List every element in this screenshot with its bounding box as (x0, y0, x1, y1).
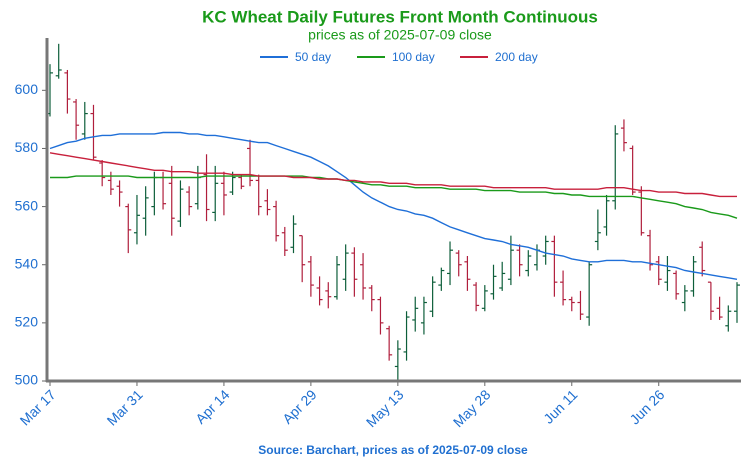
chart-title: KC Wheat Daily Futures Front Month Conti… (202, 7, 598, 26)
source-note: Source: Barchart, prices as of 2025-07-0… (258, 443, 528, 457)
x-tick-label: Jun 26 (626, 386, 667, 427)
x-tick-label: Mar 31 (104, 386, 146, 428)
legend-label: 200 day (495, 50, 538, 64)
y-tick-label: 540 (15, 255, 39, 271)
y-tick-label: 580 (15, 139, 39, 155)
x-tick-label: May 28 (450, 386, 494, 430)
x-tick-label: Apr 14 (192, 386, 233, 427)
ma-line (50, 175, 738, 219)
y-tick-label: 560 (15, 197, 39, 213)
x-tick-label: May 13 (363, 386, 407, 430)
chart-subtitle: prices as of 2025-07-09 close (308, 27, 492, 43)
x-tick-label: Jun 11 (540, 386, 580, 426)
ma-line (49, 131, 738, 280)
y-tick-label: 600 (15, 81, 39, 97)
y-tick-label: 500 (15, 372, 39, 388)
x-tick-label: Apr 29 (279, 386, 320, 427)
legend-label: 50 day (295, 50, 331, 64)
y-tick-label: 520 (15, 314, 39, 330)
legend-label: 100 day (392, 50, 435, 64)
x-tick-label: Mar 17 (17, 386, 59, 428)
ma-line (49, 152, 737, 198)
